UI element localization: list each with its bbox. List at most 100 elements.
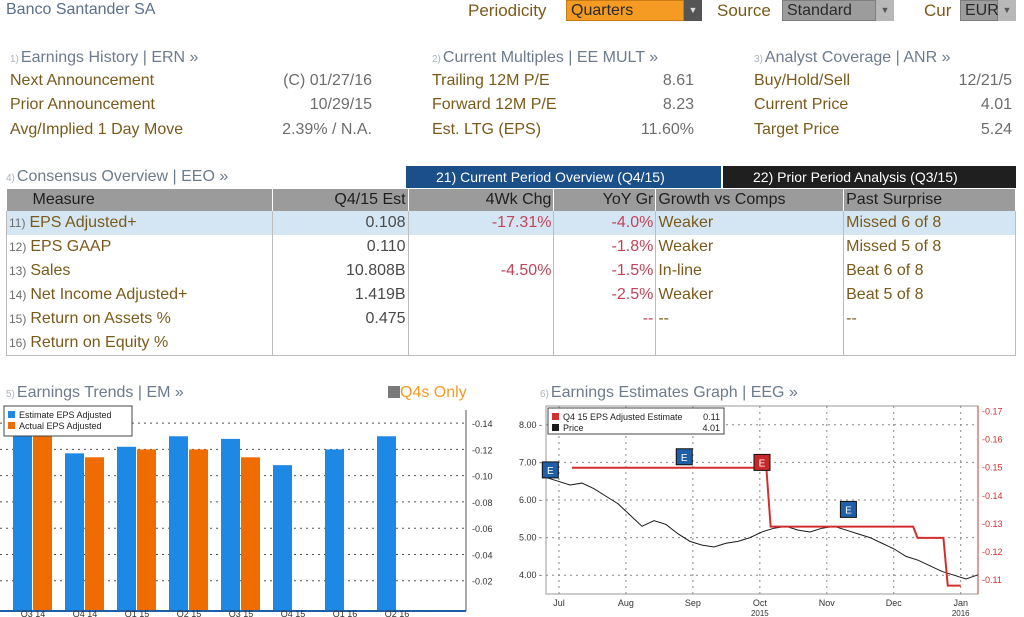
earnings-trends-chart: -0.02 -0.04 -0.06 -0.08 -0.10 -0.12 -0.14 Q3 14… <box>0 404 508 617</box>
legend-swatch <box>8 422 15 429</box>
current-price-value: 4.01 <box>980 96 1012 113</box>
marker-label: E <box>759 458 766 469</box>
source-dropdown-icon[interactable]: ▼ <box>876 0 894 21</box>
current-price-label: Current Price <box>754 96 849 113</box>
table-row[interactable]: 12) EPS GAAP 0.110 -1.8% Weaker Missed 5 of 8 <box>6 235 1016 259</box>
legend-value: 4.01 <box>702 423 720 433</box>
table-row[interactable]: 15) Return on Assets % 0.475 -- -- -- <box>6 307 1016 331</box>
estimate-bar <box>13 410 32 610</box>
ltg-label: Est. LTG (EPS) <box>432 121 542 138</box>
col-header-growth[interactable]: Growth vs Comps <box>655 189 845 211</box>
legend-label: Estimate EPS Adjusted <box>19 410 112 420</box>
legend-value: 0.11 <box>703 412 720 422</box>
measure-label: EPS GAAP <box>30 238 112 255</box>
legend-swatch <box>552 413 559 420</box>
cell-growth: Weaker <box>655 283 845 307</box>
currency-label: Cur <box>924 1 952 20</box>
actual-bar <box>33 410 52 610</box>
marker-box <box>675 448 693 466</box>
right-tick-label: -0.12 <box>982 547 1003 557</box>
cell-growth: Weaker <box>655 211 845 235</box>
section-number: 5) <box>6 389 15 400</box>
col-header-surprise[interactable]: Past Surprise <box>843 189 1016 211</box>
cell-yoy: -2.5% <box>553 283 657 307</box>
right-tick-label: -0.15 <box>982 463 1003 473</box>
section-number: 4) <box>6 173 15 184</box>
estimate-line <box>571 466 961 587</box>
analyst-coverage-title[interactable]: 3) Analyst Coverage | ANR » <box>754 49 950 67</box>
source-select[interactable]: Standard <box>782 0 876 21</box>
cell-measure: 13) Sales <box>6 259 273 283</box>
periodicity-select[interactable]: Quarters <box>566 0 684 21</box>
legend-label: Actual EPS Adjusted <box>19 421 102 431</box>
y-tick-label: -0.12 <box>472 445 493 455</box>
col-header-est[interactable]: Q4/15 Est <box>272 189 409 211</box>
cell-growth: In-line <box>655 259 845 283</box>
cell-measure: 12) EPS GAAP <box>6 235 273 259</box>
trailing-pe-label: Trailing 12M P/E <box>432 72 550 89</box>
earnings-history-title[interactable]: 1) Earnings History | ERN » <box>10 49 198 67</box>
checkbox-icon[interactable] <box>388 386 400 398</box>
y-tick-label: -0.14 <box>472 419 493 429</box>
consensus-title[interactable]: 4) Consensus Overview | EEO » <box>6 168 228 186</box>
q4s-only-label: Q4s Only <box>400 384 467 401</box>
buy-hold-sell-label: Buy/Hold/Sell <box>754 72 851 89</box>
table-row[interactable]: 14) Net Income Adjusted+ 1.419B -2.5% Weaker… <box>6 283 1016 307</box>
estimate-marker-blue: E <box>541 461 559 479</box>
cell-est: 1.419B <box>272 283 409 307</box>
chart-legend: Q4 15 EPS Adjusted Estimate 0.11 Price 4.01 <box>547 407 725 435</box>
col-header-measure[interactable]: Measure <box>6 189 273 211</box>
right-tick-label: -0.16 <box>982 435 1003 445</box>
currency-dropdown-icon[interactable]: ▼ <box>998 0 1016 21</box>
cell-surprise: Missed 6 of 8 <box>843 211 1016 235</box>
cell-surprise <box>843 331 1016 356</box>
row-number: 15) <box>9 312 27 326</box>
prior-announcement-value: 10/29/15 <box>309 96 372 113</box>
tab-current-period[interactable]: 21) Current Period Overview (Q4/15) <box>406 166 721 188</box>
section-number: 1) <box>10 54 19 65</box>
col-header-chg[interactable]: 4Wk Chg <box>408 189 555 211</box>
cell-chg <box>408 331 555 356</box>
next-announcement-label: Next Announcement <box>10 72 155 89</box>
measure-label: Return on Equity % <box>30 333 169 351</box>
estimate-bar <box>273 465 292 610</box>
tab-prior-period[interactable]: 22) Prior Period Analysis (Q3/15) <box>723 166 1016 188</box>
x-tick-label: Jul <box>553 598 565 608</box>
cell-est: 10.808B <box>272 259 409 283</box>
earnings-trends-title[interactable]: 5) Earnings Trends | EM » <box>6 384 184 402</box>
estimate-bar <box>169 436 188 610</box>
section-title-text: Earnings Trends | EM » <box>16 384 184 401</box>
measure-label: Net Income Adjusted+ <box>30 286 188 303</box>
cell-chg: -17.31% <box>408 211 555 235</box>
x-tick-sublabel: 2015 <box>751 609 769 617</box>
cell-measure: 11) EPS Adjusted+ <box>6 211 273 235</box>
cell-growth: -- <box>655 307 845 331</box>
cell-growth: Weaker <box>655 235 845 259</box>
actual-bar <box>189 449 208 610</box>
table-row[interactable]: 13) Sales 10.808B -4.50% -1.5% In-line Beat 6 … <box>6 259 1016 283</box>
estimate-bar <box>117 446 136 610</box>
currency-select[interactable]: EUR <box>960 0 999 21</box>
table-row[interactable]: 11) EPS Adjusted+ 0.108 -17.31% -4.0% Weaker M… <box>6 211 1016 235</box>
y-tick-label: -0.06 <box>472 524 493 534</box>
cell-measure: 16) Return on Equity % <box>6 331 273 356</box>
trailing-pe-value: 8.61 <box>662 72 694 89</box>
section-number: 2) <box>432 54 441 65</box>
col-header-yoy[interactable]: YoY Gr <box>553 189 657 211</box>
estimate-marker-blue: E <box>839 500 857 518</box>
q4s-only-toggle[interactable]: Q4s Only <box>388 384 467 402</box>
x-tick-label: Dec <box>886 598 903 608</box>
x-tick-sublabel: 2016 <box>952 609 970 617</box>
ltg-value: 11.60% <box>640 121 694 138</box>
legend-swatch <box>552 424 559 431</box>
table-row[interactable]: 16) Return on Equity % <box>6 331 1016 356</box>
current-multiples-title[interactable]: 2) Current Multiples | EE MULT » <box>432 49 658 67</box>
actual-bar <box>85 457 104 610</box>
right-tick-label: -0.11 <box>982 575 1002 585</box>
cell-measure: 14) Net Income Adjusted+ <box>6 283 273 307</box>
cell-est <box>272 331 409 356</box>
earnings-graph-title[interactable]: 6) Earnings Estimates Graph | EEG » <box>540 384 798 402</box>
estimate-bar <box>221 438 240 610</box>
periodicity-dropdown-icon[interactable]: ▼ <box>684 0 702 21</box>
x-tick-label: Q3 14 <box>21 609 46 617</box>
